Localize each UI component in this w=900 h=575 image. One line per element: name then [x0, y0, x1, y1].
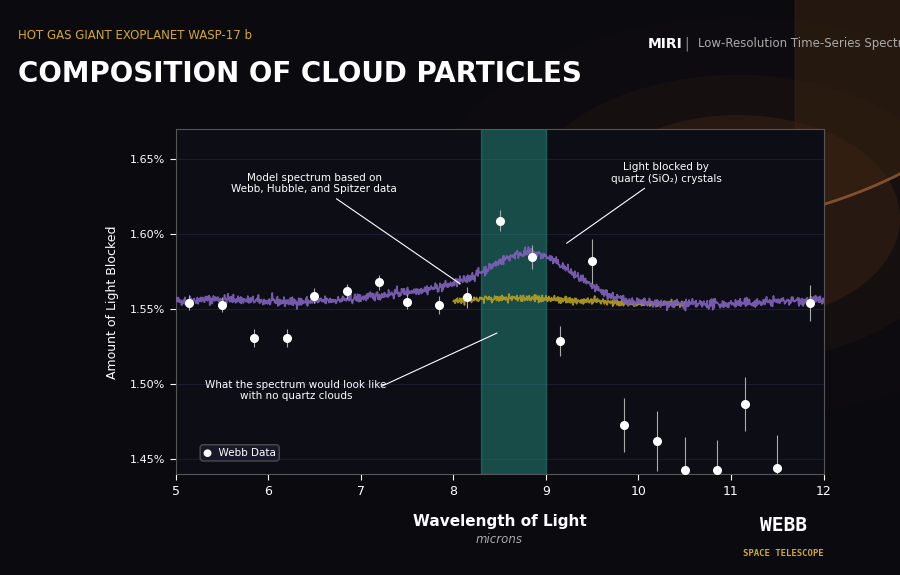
Text: Light blocked by
quartz (SiO₂) crystals: Light blocked by quartz (SiO₂) crystals [567, 162, 722, 243]
Y-axis label: Amount of Light Blocked: Amount of Light Blocked [105, 225, 119, 378]
Text: Low-Resolution Time-Series Spectroscopy: Low-Resolution Time-Series Spectroscopy [698, 37, 900, 51]
Bar [481, 129, 545, 474]
Text: MIRI: MIRI [648, 37, 683, 51]
Bar [481, 129, 545, 474]
Text: HOT GAS GIANT EXOPLANET WASP-17 b: HOT GAS GIANT EXOPLANET WASP-17 b [18, 29, 252, 42]
Text: WEBB: WEBB [760, 516, 806, 535]
Circle shape [513, 75, 900, 362]
Text: SPACE TELESCOPE: SPACE TELESCOPE [742, 549, 824, 558]
Circle shape [576, 115, 900, 322]
Text: What the spectrum would look like
with no quartz clouds: What the spectrum would look like with n… [205, 380, 386, 401]
Text: Model spectrum based on
Webb, Hubble, and Spitzer data: Model spectrum based on Webb, Hubble, an… [231, 172, 460, 284]
Text: ●  Webb Data: ● Webb Data [203, 448, 276, 458]
Text: Wavelength of Light: Wavelength of Light [412, 514, 587, 529]
Text: microns: microns [476, 534, 523, 546]
Text: COMPOSITION OF CLOUD PARTICLES: COMPOSITION OF CLOUD PARTICLES [18, 60, 582, 89]
Circle shape [423, 17, 900, 420]
Text: |: | [684, 36, 688, 51]
